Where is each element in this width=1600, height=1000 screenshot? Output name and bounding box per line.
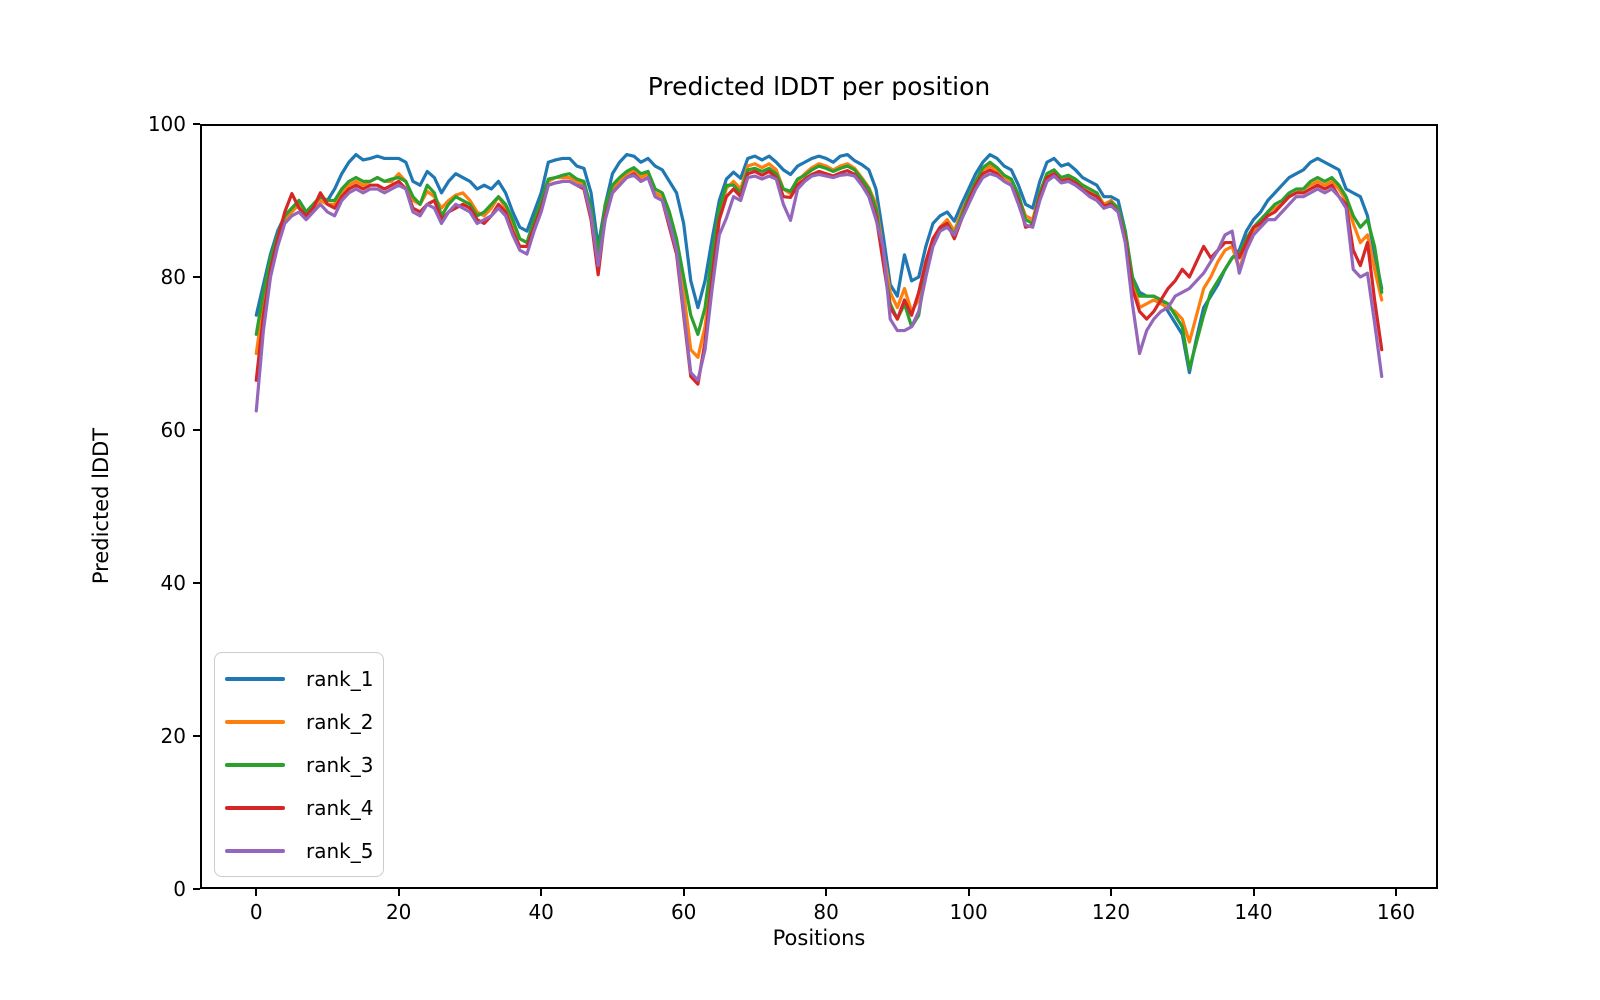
line-rank_2 — [254, 162, 1384, 359]
y-tick-label: 60 — [160, 418, 186, 442]
x-tick-label: 40 — [528, 900, 554, 924]
line-rank_4 — [254, 168, 1384, 386]
x-tick-mark — [1395, 889, 1397, 896]
legend-entry-rank_2: rank_2 — [225, 700, 373, 743]
legend-entry-rank_3: rank_3 — [225, 743, 373, 786]
x-tick-mark — [825, 889, 828, 896]
y-tick-label: 20 — [160, 724, 186, 748]
line-rank_3 — [254, 160, 1384, 371]
x-tick-label: 140 — [1234, 900, 1273, 924]
x-tick-label: 160 — [1376, 900, 1416, 924]
y-axis-label: Predicted lDDT — [89, 427, 113, 585]
legend-label: rank_2 — [306, 709, 374, 734]
line-rank_5 — [254, 172, 1384, 413]
legend-label: rank_3 — [306, 752, 374, 777]
x-tick-mark — [1252, 889, 1255, 896]
legend-label: rank_4 — [306, 795, 374, 820]
legend-label: rank_5 — [306, 838, 374, 863]
legend-line-swatch — [225, 676, 285, 681]
axes-spines — [200, 124, 1438, 889]
x-tick-mark — [1110, 889, 1112, 896]
x-tick-mark — [682, 889, 685, 896]
y-tick-mark — [193, 582, 200, 584]
legend-line-swatch — [225, 848, 285, 853]
x-tick-label: 80 — [813, 900, 839, 924]
legend: rank_1 rank_2 rank_3 rank_4 rank_5 — [214, 652, 385, 877]
x-tick-mark — [397, 889, 400, 896]
x-tick-mark — [967, 889, 970, 896]
y-tick-label: 80 — [160, 265, 186, 289]
legend-line-swatch — [225, 805, 285, 810]
legend-label: rank_1 — [306, 666, 374, 691]
legend-line-swatch — [225, 762, 285, 767]
x-tick-label: 60 — [670, 900, 697, 924]
y-tick-label: 100 — [147, 112, 186, 136]
chart-title: Predicted lDDT per position — [647, 72, 991, 101]
x-tick-label: 120 — [1091, 900, 1131, 924]
legend-entry-rank_4: rank_4 — [225, 786, 373, 829]
x-axis-label: Positions — [772, 926, 866, 950]
y-tick-mark — [193, 276, 200, 278]
x-tick-label: 20 — [385, 900, 412, 924]
x-tick-label: 0 — [249, 900, 263, 924]
plot-lines-svg — [200, 124, 1438, 889]
y-tick-label: 0 — [173, 877, 186, 901]
plot-area — [200, 124, 1438, 889]
y-tick-mark — [193, 429, 200, 431]
legend-entry-rank_1: rank_1 — [225, 657, 373, 700]
legend-line-swatch — [225, 719, 285, 724]
y-tick-mark — [193, 735, 200, 737]
y-tick-label: 40 — [160, 571, 186, 595]
x-tick-mark — [255, 889, 258, 896]
y-tick-mark — [193, 123, 200, 125]
x-tick-mark — [540, 889, 543, 896]
legend-entry-rank_5: rank_5 — [225, 829, 373, 872]
x-tick-label: 100 — [949, 900, 988, 924]
y-tick-mark — [193, 888, 200, 890]
